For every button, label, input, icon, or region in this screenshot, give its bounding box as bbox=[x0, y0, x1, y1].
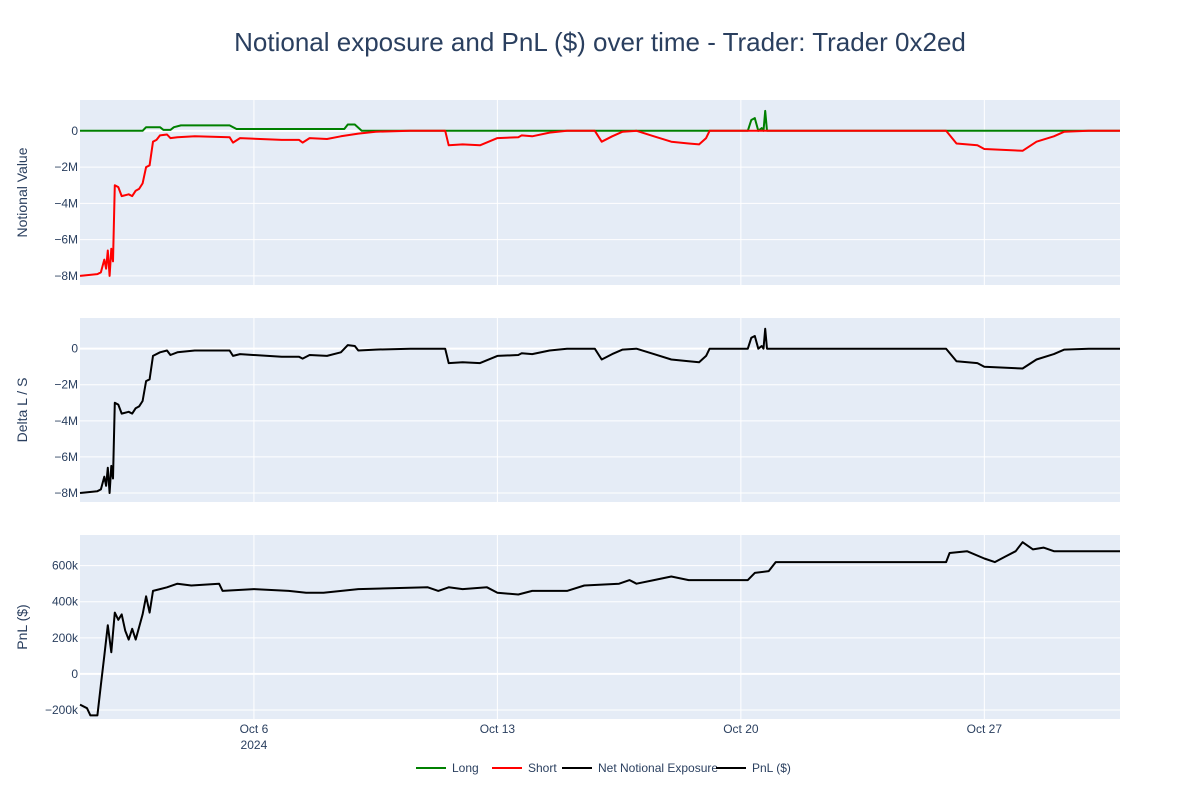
y-tick-label: 600k bbox=[52, 559, 79, 573]
x-tick-label: Oct 13 bbox=[480, 722, 516, 736]
x-tick-label: Oct 6 bbox=[240, 722, 269, 736]
x-tick-label: Oct 20 bbox=[723, 722, 759, 736]
legend-item-net-notional-exposure[interactable]: Net Notional Exposure bbox=[562, 761, 718, 775]
y-tick-label: −4M bbox=[54, 196, 78, 210]
chart-title: Notional exposure and PnL ($) over time … bbox=[234, 27, 966, 57]
y-tick-label: −200k bbox=[45, 703, 79, 717]
y-tick-label: −4M bbox=[54, 414, 78, 428]
legend-item-pnl[interactable]: PnL ($) bbox=[716, 761, 791, 775]
y-axis-label: Delta L / S bbox=[14, 378, 30, 443]
series-line-short bbox=[79, 129, 1120, 277]
y-tick-label: −2M bbox=[54, 160, 78, 174]
plot-background bbox=[80, 318, 1120, 502]
legend-item-long[interactable]: Long bbox=[416, 761, 479, 775]
x-tick-sublabel: 2024 bbox=[241, 738, 268, 752]
panel-pnl: 600k 400k 200k 0 −200k PnL ($) Oct 6 2024 Oct 13… bbox=[14, 535, 1120, 752]
y-tick-label: 400k bbox=[52, 595, 79, 609]
y-tick-label: −2M bbox=[54, 378, 78, 392]
y-tick-label: 200k bbox=[52, 631, 79, 645]
x-tick-label: Oct 27 bbox=[967, 722, 1003, 736]
panel-delta: 0 −2M −4M −6M −8M Delta L / S bbox=[14, 318, 1120, 502]
legend-label: Short bbox=[528, 761, 557, 775]
legend-item-short[interactable]: Short bbox=[492, 761, 557, 775]
y-tick-label: −6M bbox=[54, 233, 78, 247]
y-tick-label: −8M bbox=[54, 486, 78, 500]
y-tick-label: 0 bbox=[71, 124, 78, 138]
legend-label: Net Notional Exposure bbox=[598, 761, 718, 775]
chart-panels: 0 −2M −4M −6M −8M Notional Value 0 −2M −4M −6M −8M… bbox=[14, 100, 1120, 752]
series-line-pnl bbox=[79, 541, 1120, 717]
y-tick-label: −8M bbox=[54, 269, 78, 283]
y-tick-label: 0 bbox=[71, 667, 78, 681]
plot-background bbox=[80, 535, 1120, 719]
legend-label: PnL ($) bbox=[752, 761, 791, 775]
y-tick-label: −6M bbox=[54, 450, 78, 464]
panel-notional: 0 −2M −4M −6M −8M Notional Value bbox=[14, 100, 1120, 285]
y-tick-label: 0 bbox=[71, 342, 78, 356]
y-axis-label: Notional Value bbox=[14, 147, 30, 237]
legend-label: Long bbox=[452, 761, 479, 775]
y-axis-label: PnL ($) bbox=[14, 604, 30, 649]
legend[interactable]: Long Short Net Notional Exposure PnL ($) bbox=[416, 761, 791, 775]
series-line-net-notional-exposure bbox=[79, 327, 1120, 494]
